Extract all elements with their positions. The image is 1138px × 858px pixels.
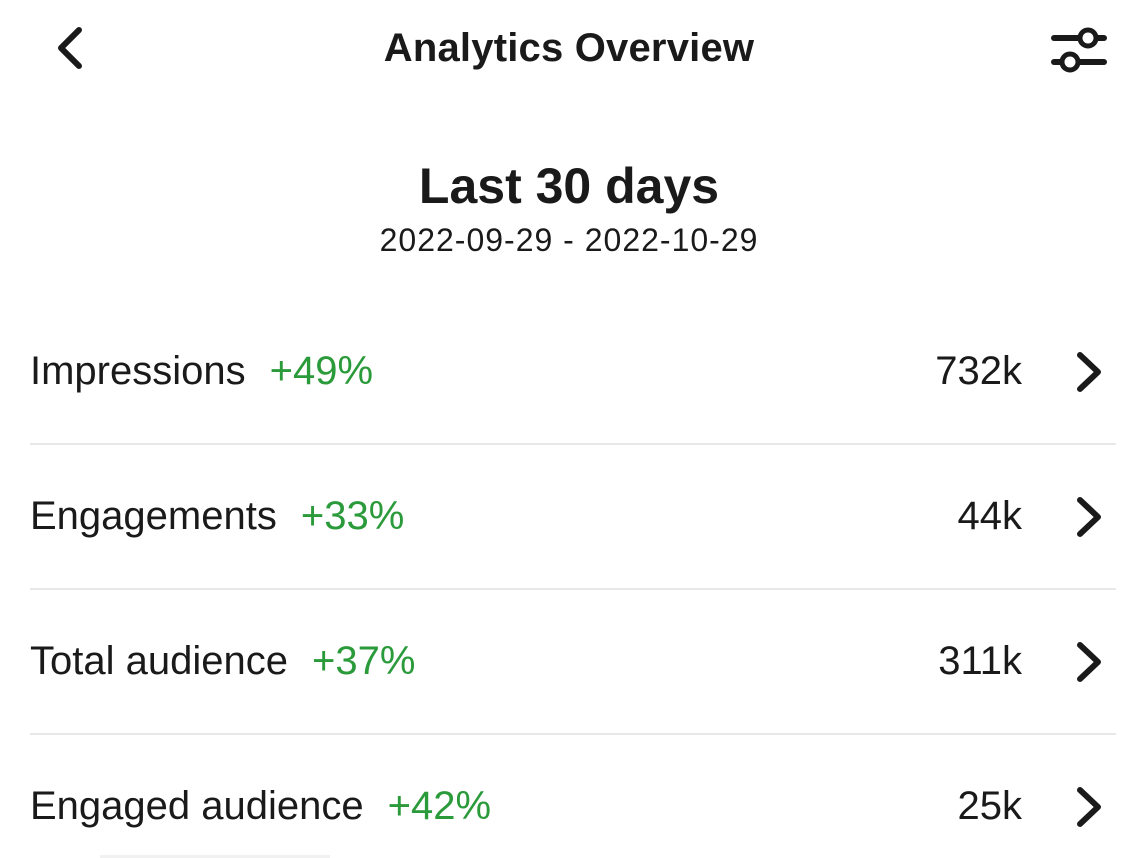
metric-value: 25k <box>957 784 1023 828</box>
period-date-range: 2022-09-29 - 2022-10-29 <box>379 222 759 258</box>
chevron-right-icon <box>1074 348 1104 396</box>
metric-row-engaged-audience[interactable]: Engaged audience +42% 25k <box>30 733 1116 858</box>
metric-label: Engagements <box>30 494 277 538</box>
metric-value: 44k <box>957 494 1023 538</box>
page-title: Analytics Overview <box>383 26 755 70</box>
metric-row-impressions[interactable]: Impressions +49% 732k <box>30 300 1116 443</box>
period-title: Last 30 days <box>418 158 720 214</box>
chevron-right-icon <box>1074 493 1104 541</box>
metric-change: +42% <box>387 784 492 828</box>
metric-value: 732k <box>935 349 1022 393</box>
metric-change: +37% <box>311 639 416 683</box>
back-button[interactable] <box>40 18 100 78</box>
metric-label: Engaged audience <box>30 784 364 828</box>
metric-list: Impressions +49% 732k Engagements +33% 4… <box>30 300 1116 858</box>
metric-label: Total audience <box>30 639 288 683</box>
filter-button[interactable] <box>1048 22 1110 78</box>
nav-bar: Analytics Overview <box>0 0 1138 100</box>
chevron-right-icon <box>1074 783 1104 831</box>
metric-label: Impressions <box>30 349 246 393</box>
metric-row-engagements[interactable]: Engagements +33% 44k <box>30 443 1116 588</box>
metric-change: +33% <box>300 494 405 538</box>
metric-change: +49% <box>269 349 374 393</box>
chevron-left-icon <box>58 27 82 69</box>
metric-row-total-audience[interactable]: Total audience +37% 311k <box>30 588 1116 733</box>
scroll-indicator <box>100 855 330 858</box>
metric-value: 311k <box>938 639 1022 683</box>
period-summary: Last 30 days 2022-09-29 - 2022-10-29 <box>0 156 1138 260</box>
sliders-icon <box>1051 27 1107 73</box>
chevron-right-icon <box>1074 638 1104 686</box>
